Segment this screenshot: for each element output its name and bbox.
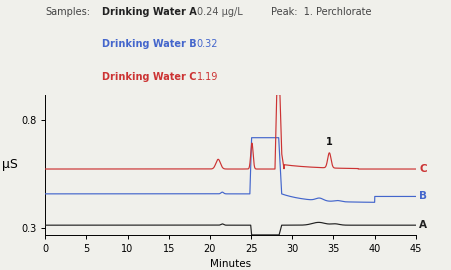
Text: 1.19: 1.19 <box>196 72 217 82</box>
Text: 1: 1 <box>325 137 332 147</box>
Text: A: A <box>418 220 426 230</box>
X-axis label: Minutes: Minutes <box>210 259 250 269</box>
Text: Drinking Water B: Drinking Water B <box>101 39 196 49</box>
Y-axis label: μS: μS <box>2 158 18 171</box>
Text: Peak:  1. Perchlorate: Peak: 1. Perchlorate <box>271 7 371 17</box>
Text: 0.32: 0.32 <box>196 39 218 49</box>
Text: C: C <box>418 164 426 174</box>
Text: Samples:: Samples: <box>45 7 90 17</box>
Text: B: B <box>418 191 426 201</box>
Text: Drinking Water C: Drinking Water C <box>101 72 196 82</box>
Text: Drinking Water A: Drinking Water A <box>101 7 196 17</box>
Text: 0.24 μg/L: 0.24 μg/L <box>196 7 242 17</box>
